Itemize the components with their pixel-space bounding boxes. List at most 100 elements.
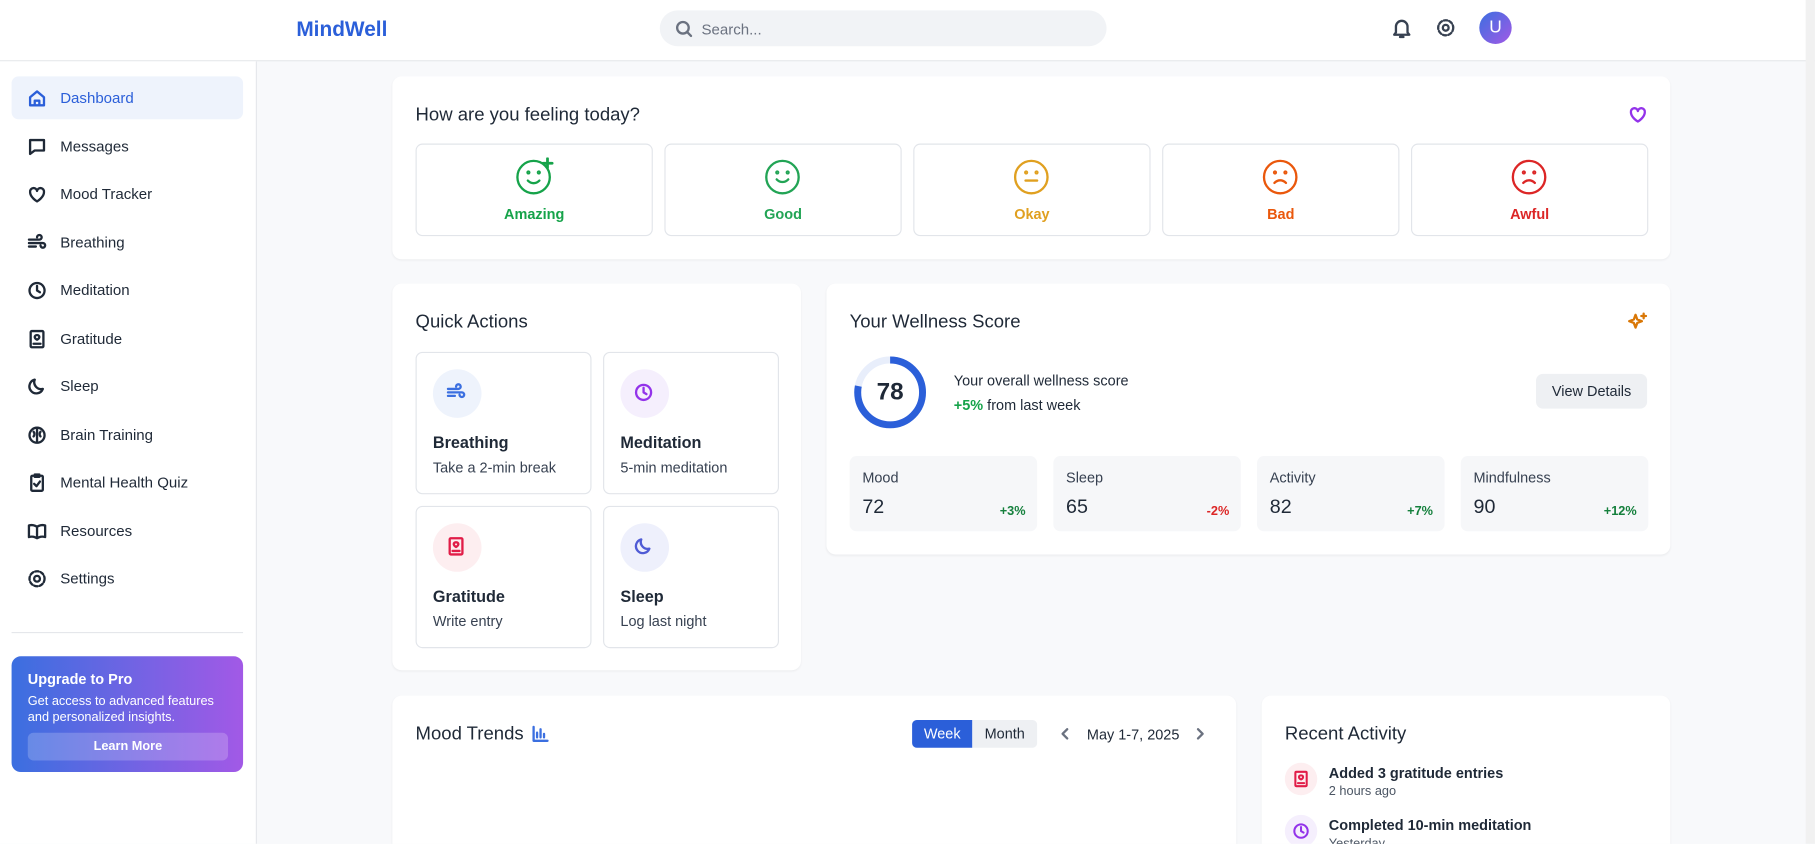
- search-placeholder: Search...: [701, 20, 762, 39]
- nav-label: Resources: [60, 521, 133, 539]
- metric-change: -2%: [1206, 504, 1230, 519]
- mood-option[interactable]: Awful: [1410, 143, 1649, 237]
- activity-title: Completed 10-min meditation: [1328, 817, 1532, 834]
- nav-item[interactable]: Dashboard: [11, 76, 244, 120]
- metric-change: +12%: [1603, 504, 1637, 519]
- action-subtitle: Take a 2-min break: [432, 459, 556, 476]
- avatar[interactable]: U: [1479, 11, 1512, 44]
- view-details-button[interactable]: View Details: [1536, 373, 1648, 409]
- score-change: +5%: [953, 397, 984, 414]
- quick-action[interactable]: Sleep Log last night: [603, 505, 779, 649]
- card-title: Mood Trends: [415, 724, 524, 745]
- action-subtitle: 5-min meditation: [620, 459, 728, 476]
- nav-item[interactable]: Sleep: [12, 365, 244, 408]
- metric-value: 90: [1473, 495, 1496, 518]
- nav-label: Gratitude: [60, 329, 123, 347]
- card-title: Quick Actions: [415, 312, 528, 333]
- action-title: Gratitude: [432, 586, 505, 606]
- metric-name: Mindfulness: [1473, 469, 1551, 487]
- nav-label: Brain Training: [60, 425, 154, 443]
- metric-value: 65: [1066, 495, 1088, 518]
- activity-time: 2 hours ago: [1328, 784, 1397, 799]
- activity-item: Completed 10-min meditation Yesterday: [1284, 814, 1655, 844]
- metric-name: Activity: [1269, 469, 1316, 487]
- activity-time: Yesterday: [1328, 836, 1385, 844]
- bell-icon[interactable]: [1391, 17, 1412, 39]
- metric-value: 82: [1269, 495, 1292, 518]
- mood-trends-card: Mood Trends Week Month May 1-7, 2025: [392, 695, 1237, 844]
- upgrade-text: Get access to advanced features and pers…: [27, 694, 214, 725]
- nav-label: Sleep: [60, 377, 99, 395]
- metric-tile: Activity 82 +7%: [1257, 456, 1445, 532]
- metric-change: +7%: [1407, 504, 1433, 519]
- nav-item[interactable]: Brain Training: [12, 413, 244, 456]
- mood-option[interactable]: Amazing: [415, 143, 653, 237]
- nav-label: Mental Health Quiz: [60, 473, 189, 491]
- mood-option[interactable]: Bad: [1162, 143, 1400, 237]
- date-range: May 1-7, 2025: [1086, 726, 1180, 744]
- action-title: Sleep: [620, 586, 664, 606]
- metric-name: Sleep: [1066, 469, 1104, 487]
- quick-action[interactable]: Breathing Take a 2-min break: [415, 351, 592, 495]
- score-change-line: +5% from last week: [954, 397, 1081, 413]
- upgrade-title: Upgrade to Pro: [27, 671, 133, 688]
- week-toggle[interactable]: Week: [912, 719, 973, 748]
- mood-option[interactable]: Good: [664, 143, 902, 237]
- score-description: Your overall wellness score: [953, 372, 1129, 389]
- mood-label: Awful: [1510, 206, 1550, 223]
- metric-name: Mood: [862, 469, 899, 487]
- recent-activity-card: Recent Activity Added 3 gratitude entrie…: [1261, 695, 1671, 844]
- search-box[interactable]: Search...: [659, 10, 1107, 47]
- learn-more-button[interactable]: Learn More: [27, 732, 229, 761]
- header: MindWell Search... U: [0, 0, 1815, 62]
- metric-tile: Sleep 65 -2%: [1053, 456, 1241, 532]
- settings-icon[interactable]: [1435, 17, 1456, 38]
- action-subtitle: Write entry: [432, 613, 503, 630]
- quick-action[interactable]: Meditation 5-min meditation: [603, 351, 779, 495]
- wellness-card: Your Wellness Score 78 Your overall well…: [826, 283, 1671, 555]
- activity-item: Added 3 gratitude entries 2 hours ago: [1284, 762, 1655, 809]
- quick-actions-card: Quick Actions Breathing Take a 2-min bre…: [392, 283, 801, 671]
- mood-label: Good: [764, 206, 802, 223]
- nav-item[interactable]: Settings: [12, 557, 244, 600]
- mood-label: Okay: [1014, 206, 1050, 223]
- quick-action[interactable]: Gratitude Write entry: [415, 505, 592, 649]
- action-title: Breathing: [432, 432, 509, 452]
- mood-option[interactable]: Okay: [913, 143, 1151, 237]
- scrollbar: [1805, 0, 1815, 844]
- sidebar: Upgrade to Pro Get access to advanced fe…: [0, 61, 257, 844]
- score-change-suffix: from last week: [987, 397, 1081, 414]
- nav-item[interactable]: Mental Health Quiz: [12, 461, 244, 504]
- score-ring: [854, 356, 927, 429]
- metric-change: +3%: [999, 504, 1026, 519]
- nav-label: Breathing: [60, 233, 125, 251]
- mood-label: Bad: [1267, 206, 1295, 223]
- upgrade-card: Upgrade to Pro Get access to advanced fe…: [11, 656, 244, 773]
- mood-label: Amazing: [504, 206, 565, 223]
- score-arc: [854, 356, 927, 429]
- action-subtitle: Log last night: [620, 613, 707, 630]
- month-toggle[interactable]: Month: [972, 719, 1038, 748]
- logo[interactable]: MindWell: [296, 17, 388, 41]
- nav-item[interactable]: Meditation: [12, 269, 244, 312]
- metric-tile: Mood 72 +3%: [849, 456, 1038, 532]
- prev-button[interactable]: [1059, 727, 1071, 741]
- nav-item[interactable]: Gratitude: [12, 317, 244, 360]
- nav-item[interactable]: Mood Tracker: [12, 172, 244, 215]
- mood-card: How are you feeling today? Amazing Good …: [392, 76, 1671, 260]
- nav-label: Settings: [60, 569, 115, 587]
- action-title: Meditation: [620, 432, 702, 452]
- next-button[interactable]: [1195, 727, 1207, 741]
- nav-label: Mood Tracker: [60, 185, 153, 203]
- nav-label: Meditation: [60, 281, 130, 299]
- nav-label: Messages: [60, 137, 129, 155]
- metric-tile: Mindfulness 90 +12%: [1460, 456, 1649, 532]
- activity-title: Added 3 gratitude entries: [1328, 765, 1504, 782]
- nav-item[interactable]: Resources: [12, 509, 244, 552]
- metric-value: 72: [862, 495, 885, 518]
- nav-item[interactable]: Breathing: [12, 221, 244, 264]
- nav-item[interactable]: Messages: [12, 124, 244, 167]
- score-value: 78: [876, 378, 904, 406]
- nav-label: Dashboard: [60, 89, 134, 107]
